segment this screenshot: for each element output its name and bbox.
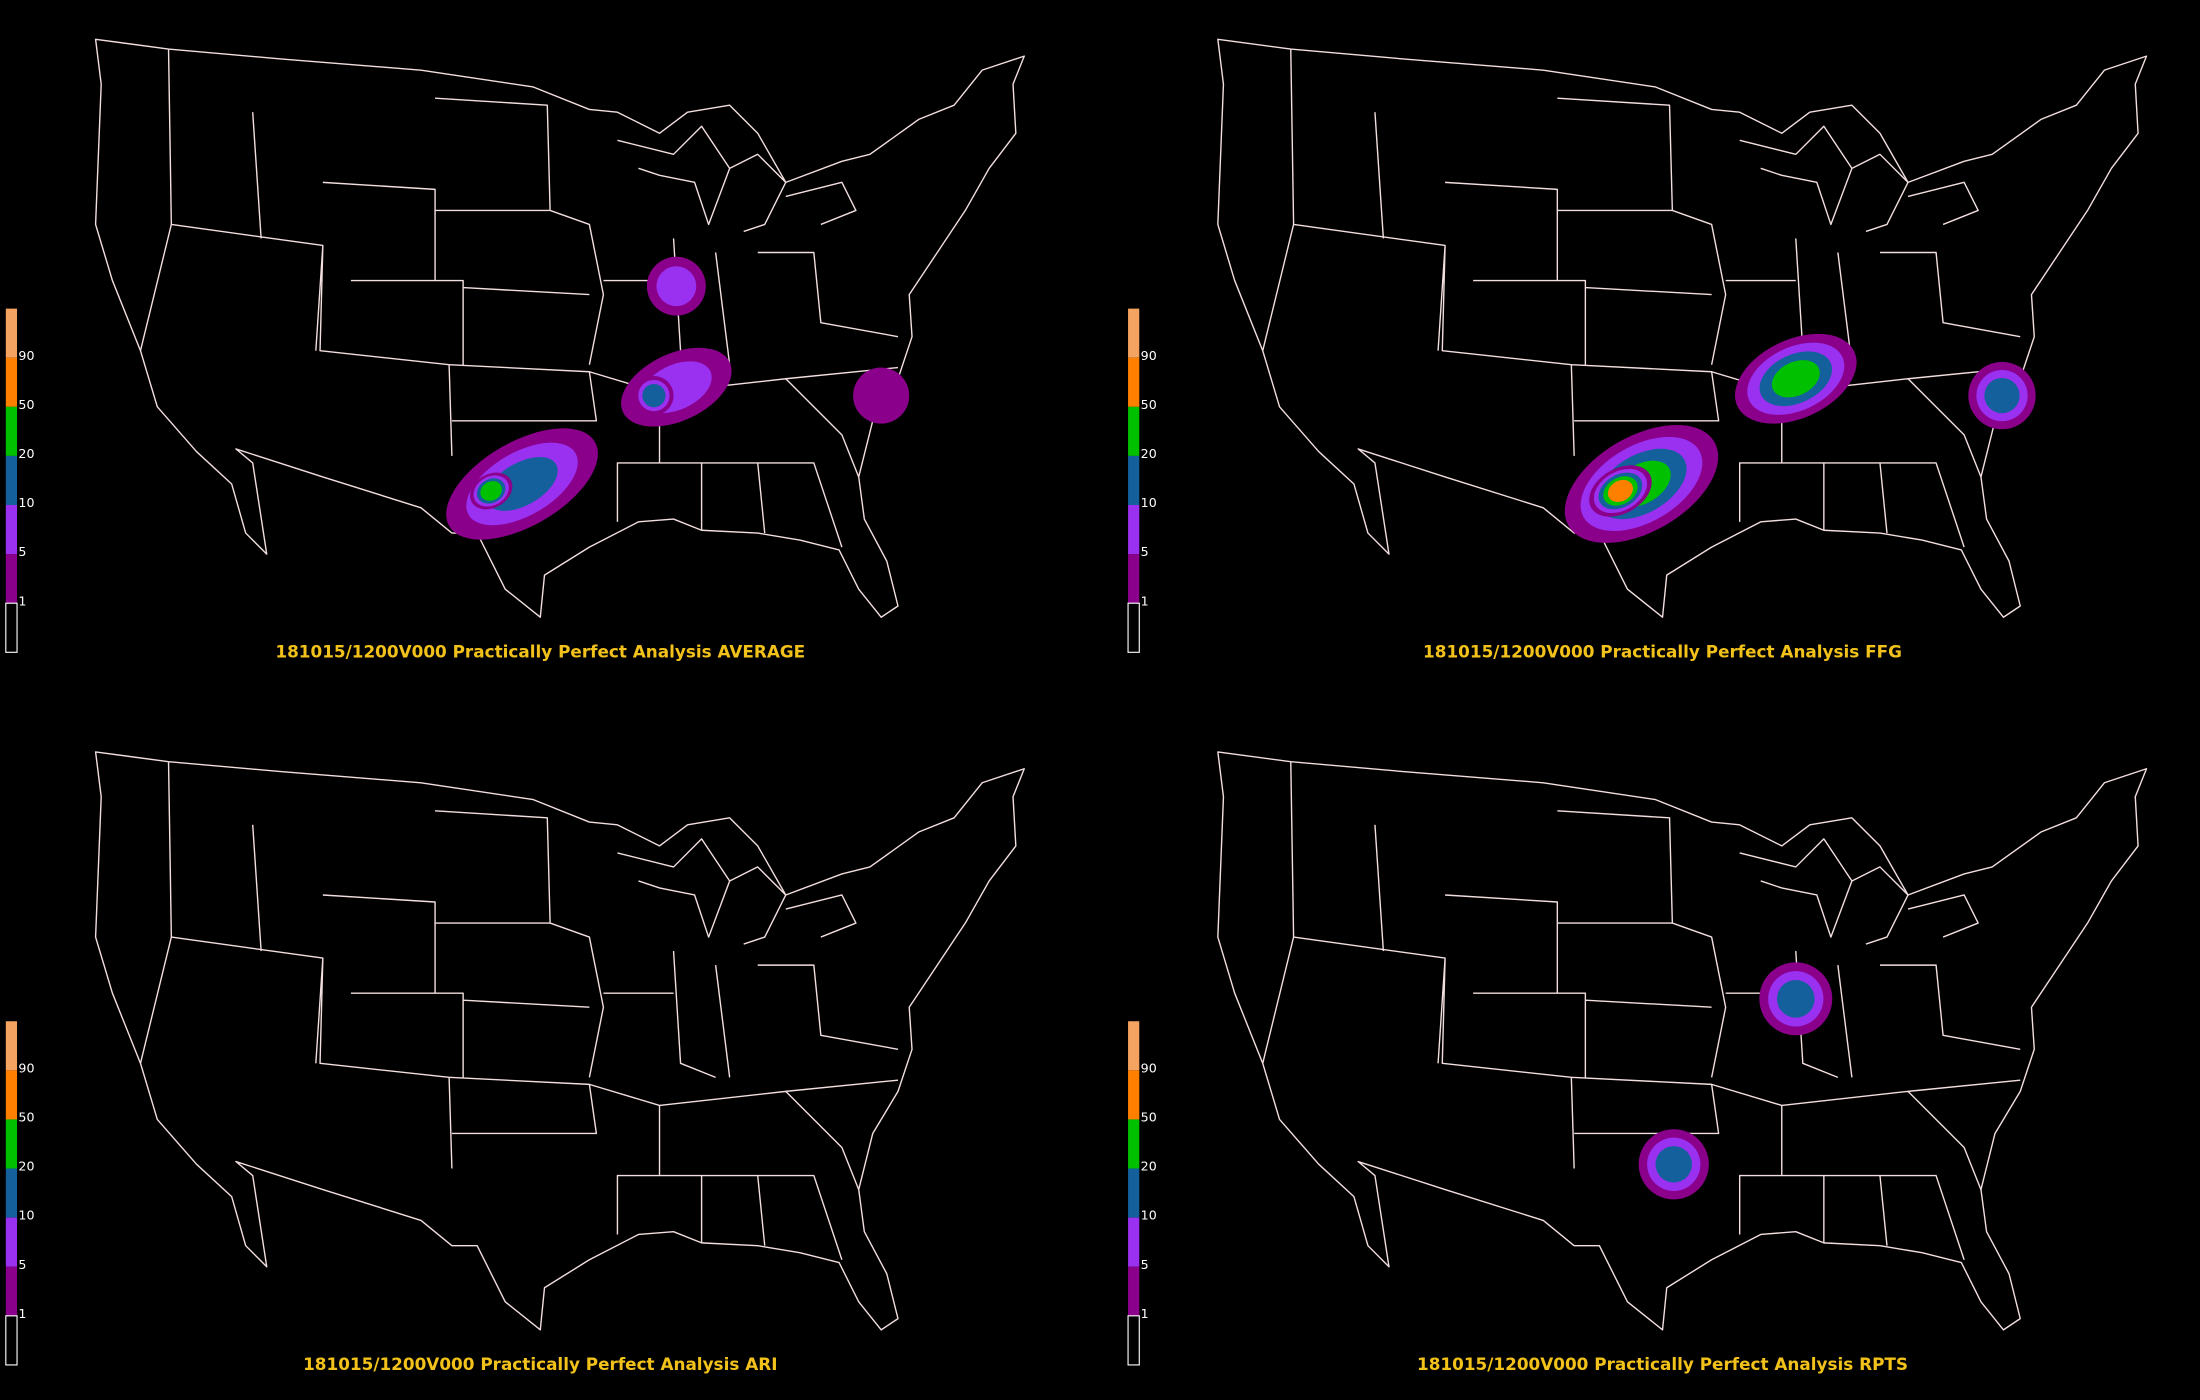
precip-area — [1771, 360, 1820, 398]
colorbar-segment — [1128, 1119, 1140, 1169]
precip-area — [656, 266, 697, 307]
precip-area — [1655, 1146, 1692, 1183]
colorbar-segment — [5, 308, 18, 358]
colorbar-segment — [5, 554, 18, 604]
colorbar-label: 10 — [18, 495, 34, 510]
map-panel: 181015/1200V000 Practically Perfect Anal… — [1127, 38, 2148, 661]
panel-title: 181015/1200V000 Practically Perfect Anal… — [1417, 1354, 1908, 1374]
us-map — [1217, 751, 2148, 1331]
colorbar-label: 20 — [1141, 1159, 1157, 1174]
colorbar-segment — [1128, 308, 1140, 358]
colorbar-segment — [5, 602, 18, 653]
panel-title: 181015/1200V000 Practically Perfect Anal… — [303, 1354, 777, 1374]
colorbar-segment — [5, 1021, 18, 1071]
precip-area — [1984, 377, 2020, 414]
colorbar-segment — [1127, 602, 1140, 653]
colorbar-label: 10 — [1141, 495, 1157, 510]
colorbar-segment — [1128, 554, 1140, 604]
colorbar-segment — [5, 1070, 18, 1120]
colorbar-segment — [1128, 1217, 1140, 1267]
colorbar-label: 10 — [1141, 1208, 1157, 1223]
colorbar-segment — [5, 1315, 18, 1366]
colorbar-segment — [1128, 357, 1140, 407]
colorbar-segment — [1128, 1168, 1140, 1218]
colorbar-label: 20 — [1141, 446, 1157, 461]
colorbar-label: 50 — [1141, 1110, 1157, 1125]
colorbar-segment — [1128, 1070, 1140, 1120]
colorbar-segment — [1128, 406, 1140, 456]
colorbar-label: 90 — [18, 1060, 34, 1075]
colorbar-label: 1 — [18, 1306, 26, 1321]
colorbar-label: 1 — [1141, 593, 1149, 608]
precip-area — [1607, 479, 1634, 503]
colorbar-label: 5 — [1141, 1257, 1149, 1272]
colorbar-segment — [1128, 455, 1140, 506]
colorbar-label: 50 — [1141, 397, 1157, 412]
colorbar-label: 90 — [1141, 348, 1157, 363]
colorbar-label: 1 — [18, 593, 26, 608]
colorbar-label: 1 — [1141, 1306, 1149, 1321]
colorbar-segment — [5, 505, 18, 555]
colorbar-segment — [5, 455, 18, 506]
precip-area — [853, 367, 910, 424]
colorbar-segment — [5, 1119, 18, 1169]
colorbar-label: 20 — [18, 446, 34, 461]
panels: 181015/1200V000 Practically Perfect Anal… — [5, 38, 2148, 1374]
colorbar-segment — [5, 406, 18, 456]
colorbar-label: 90 — [1141, 1060, 1157, 1075]
precip-area — [480, 481, 502, 501]
colorbar-label: 5 — [18, 1257, 26, 1272]
colorbar-segment — [5, 1168, 18, 1218]
map-panel: 181015/1200V000 Practically Perfect Anal… — [5, 751, 1025, 1374]
us-map — [1217, 38, 2148, 618]
us-map — [94, 38, 1025, 618]
colorbar-segment — [1127, 1315, 1140, 1366]
panel-title: 181015/1200V000 Practically Perfect Anal… — [275, 641, 805, 661]
precip-area — [1776, 979, 1815, 1018]
us-map — [94, 751, 1025, 1331]
colorbar-label: 5 — [18, 544, 26, 559]
colorbar-label: 50 — [18, 1110, 34, 1125]
map-panel: 181015/1200V000 Practically Perfect Anal… — [1127, 751, 2148, 1374]
colorbar-segment — [1128, 1021, 1140, 1071]
colorbar-label: 90 — [18, 348, 34, 363]
colorbar-label: 5 — [1141, 544, 1149, 559]
colorbar-label: 10 — [18, 1208, 34, 1223]
colorbar-segment — [5, 357, 18, 407]
colorbar-segment — [5, 1266, 18, 1316]
panel-title: 181015/1200V000 Practically Perfect Anal… — [1423, 641, 1902, 661]
colorbar-segment — [5, 1217, 18, 1267]
colorbar-segment — [1128, 1266, 1140, 1316]
colorbar-label: 20 — [18, 1159, 34, 1174]
colorbar-segment — [1128, 505, 1140, 555]
map-panel: 181015/1200V000 Practically Perfect Anal… — [5, 38, 1025, 661]
colorbar-label: 50 — [18, 397, 34, 412]
precip-area — [642, 383, 666, 408]
